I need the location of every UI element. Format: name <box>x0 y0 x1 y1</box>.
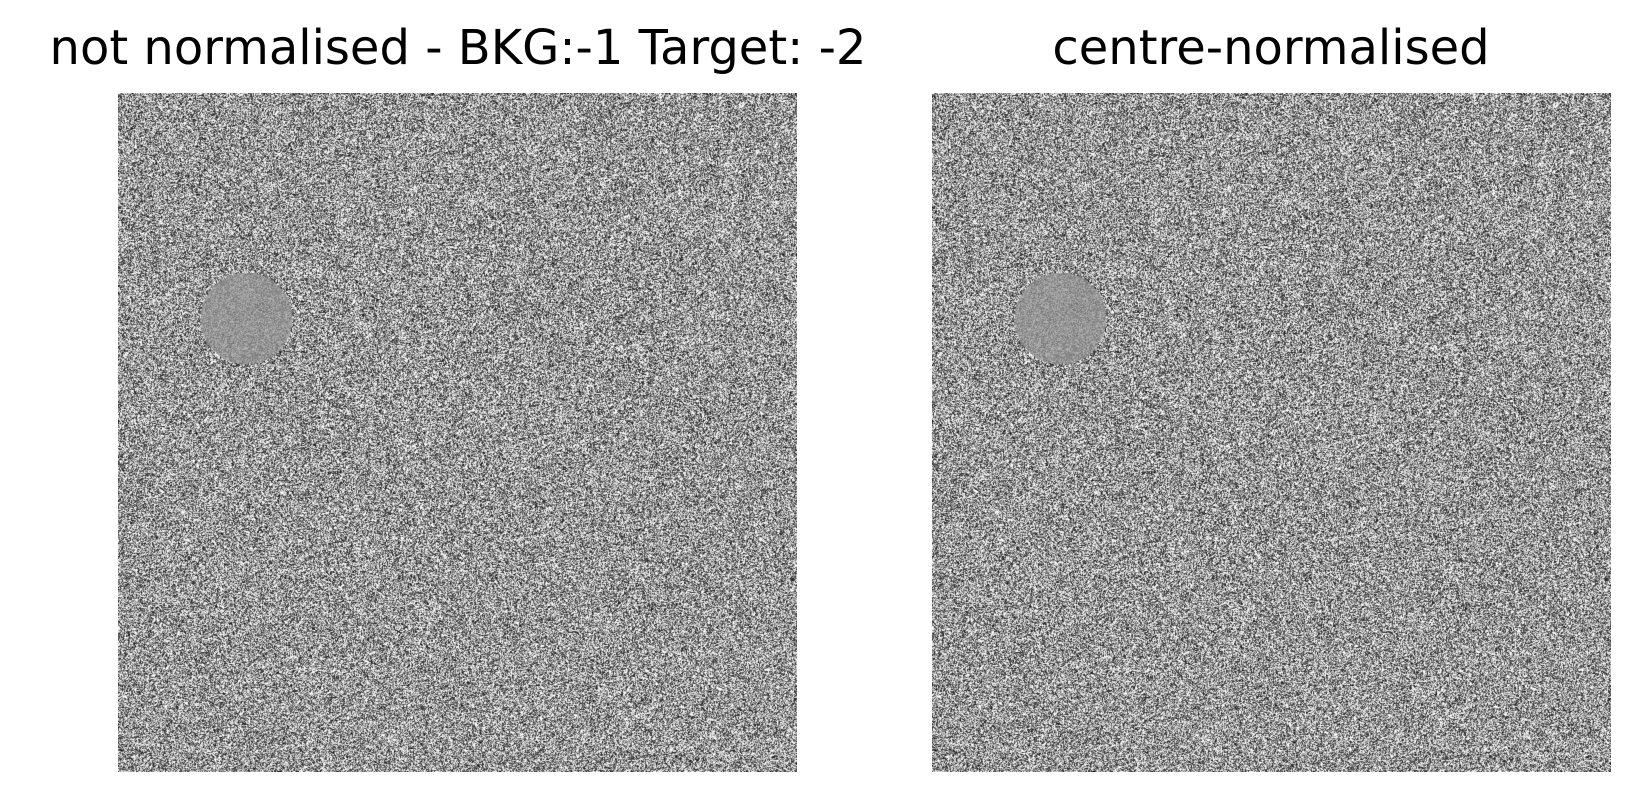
right-noise-image <box>932 93 1611 772</box>
left-panel-title: not normalised - BKG:-1 Target: -2 <box>49 20 867 76</box>
right-panel-title: centre-normalised <box>1052 20 1490 76</box>
left-noise-image <box>118 93 797 772</box>
